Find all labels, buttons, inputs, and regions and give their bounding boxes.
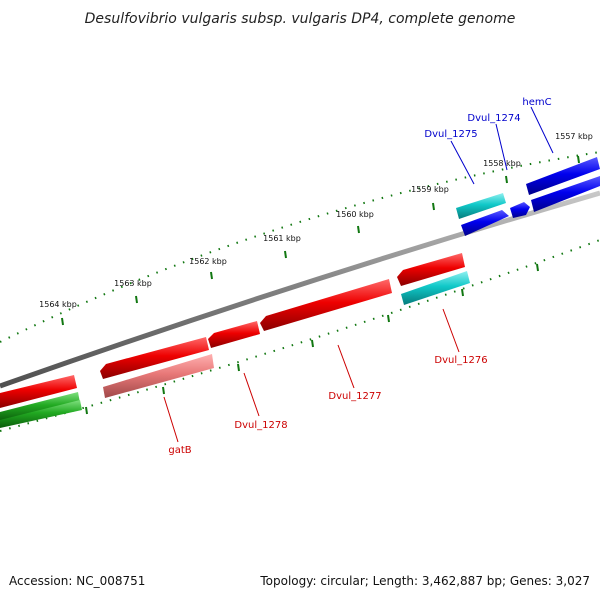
label-dvul-1274: Dvul_1274 (467, 113, 520, 124)
gene-green-2[interactable] (0, 400, 82, 428)
gene-gatB[interactable] (103, 354, 214, 398)
gene-dvul-1275[interactable] (456, 193, 506, 219)
reverse-strand-genes (0, 253, 470, 408)
label-dvul-1276: Dvul_1276 (434, 355, 487, 366)
gene-dvul-1278[interactable] (208, 321, 260, 348)
label-gatB: gatB (168, 445, 191, 456)
gene-red-left[interactable] (100, 337, 209, 379)
inner-ruler (0, 239, 600, 432)
gene-red-1276-upper[interactable] (397, 253, 465, 286)
map-title: Desulfovibrio vulgaris subsp. vulgaris D… (85, 11, 516, 27)
gene-green-1[interactable] (0, 392, 80, 421)
gene-hemC-lower[interactable] (531, 176, 600, 212)
inner-major-ticks (85, 263, 539, 415)
tick-label-1559: 1559 kbp (411, 185, 449, 194)
tick-label-1558: 1558 kbp (483, 159, 521, 168)
outer-major-ticks (61, 155, 580, 326)
tick-label-1557: 1557 kbp (555, 132, 593, 141)
leader-lines (163, 106, 554, 443)
genome-backbone (0, 190, 600, 389)
label-dvul-1277: Dvul_1277 (328, 391, 381, 402)
gene-dvul-1275-blue[interactable] (461, 210, 509, 236)
tick-label-1562: 1562 kbp (189, 257, 227, 266)
label-dvul-1275: Dvul_1275 (424, 129, 477, 140)
label-hemC: hemC (522, 97, 551, 108)
accession-text: Accession: NC_008751 (9, 574, 145, 588)
gene-red-edge[interactable] (0, 375, 77, 408)
label-dvul-1278: Dvul_1278 (234, 420, 287, 431)
green-genes (0, 392, 82, 428)
tick-label-1563: 1563 kbp (114, 279, 152, 288)
gene-dvul-1277[interactable] (260, 279, 392, 331)
gene-hemC[interactable] (526, 157, 600, 195)
gene-dvul-1276[interactable] (401, 271, 470, 305)
tick-label-1560: 1560 kbp (336, 210, 374, 219)
genome-summary-text: Topology: circular; Length: 3,462,887 bp… (259, 574, 590, 588)
tick-label-1564: 1564 kbp (39, 300, 77, 309)
forward-strand-genes (456, 157, 600, 236)
tick-label-1561: 1561 kbp (263, 234, 301, 243)
gene-dvul-1274[interactable] (510, 202, 530, 218)
